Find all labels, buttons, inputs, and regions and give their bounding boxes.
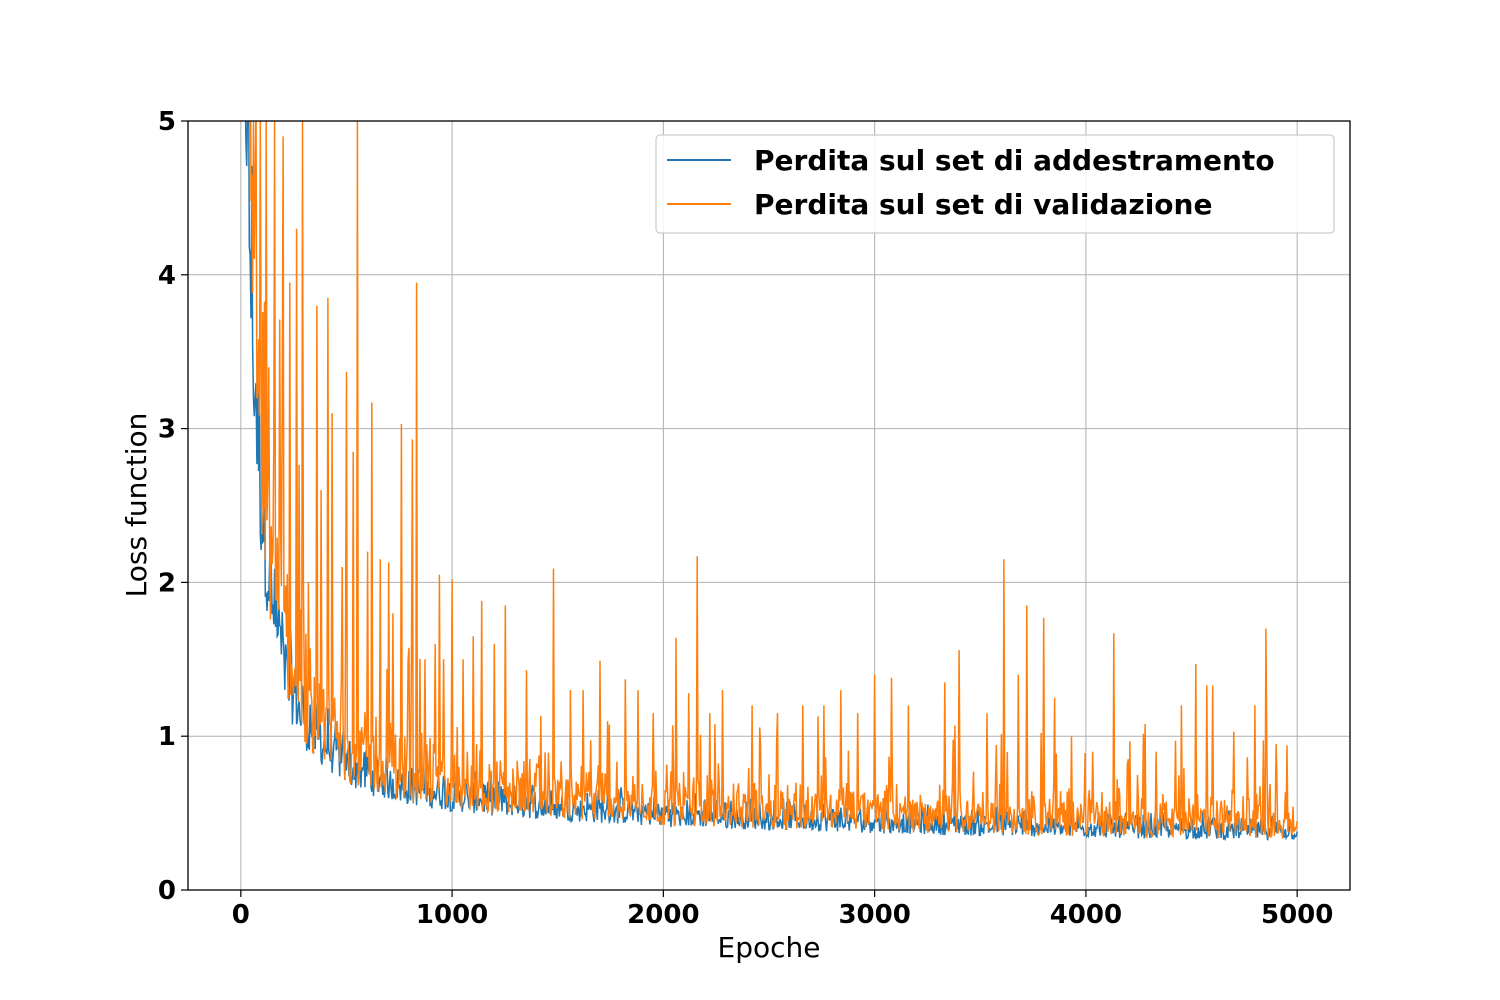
y-axis-label: Loss function [120,413,153,598]
series-layer [244,121,1298,842]
x-tick-label: 0 [232,900,250,930]
x-tick-label: 1000 [416,900,488,930]
legend: Perdita sul set di addestramento Perdita… [655,134,1335,234]
x-tick-label: 4000 [1050,900,1122,930]
y-tick-label: 2 [158,568,176,598]
x-axis-label: Epoche [718,931,821,964]
x-tick-label: 3000 [838,900,910,930]
series-line-validation [246,121,1298,840]
y-tick-label: 5 [158,107,176,137]
y-axis-ticks: 0 1 2 3 4 5 [158,107,188,906]
x-axis-ticks: 0 1000 2000 3000 4000 5000 [232,890,1333,930]
x-tick-label: 5000 [1261,900,1333,930]
y-tick-label: 3 [158,415,176,445]
legend-label-training: Perdita sul set di addestramento [754,144,1275,177]
y-tick-label: 0 [158,876,176,906]
legend-label-validation: Perdita sul set di validazione [754,188,1212,221]
legend-box [655,134,1335,234]
y-tick-label: 4 [158,261,176,291]
plot-frame [187,120,1351,891]
x-tick-label: 2000 [627,900,699,930]
y-tick-label: 1 [158,722,176,752]
